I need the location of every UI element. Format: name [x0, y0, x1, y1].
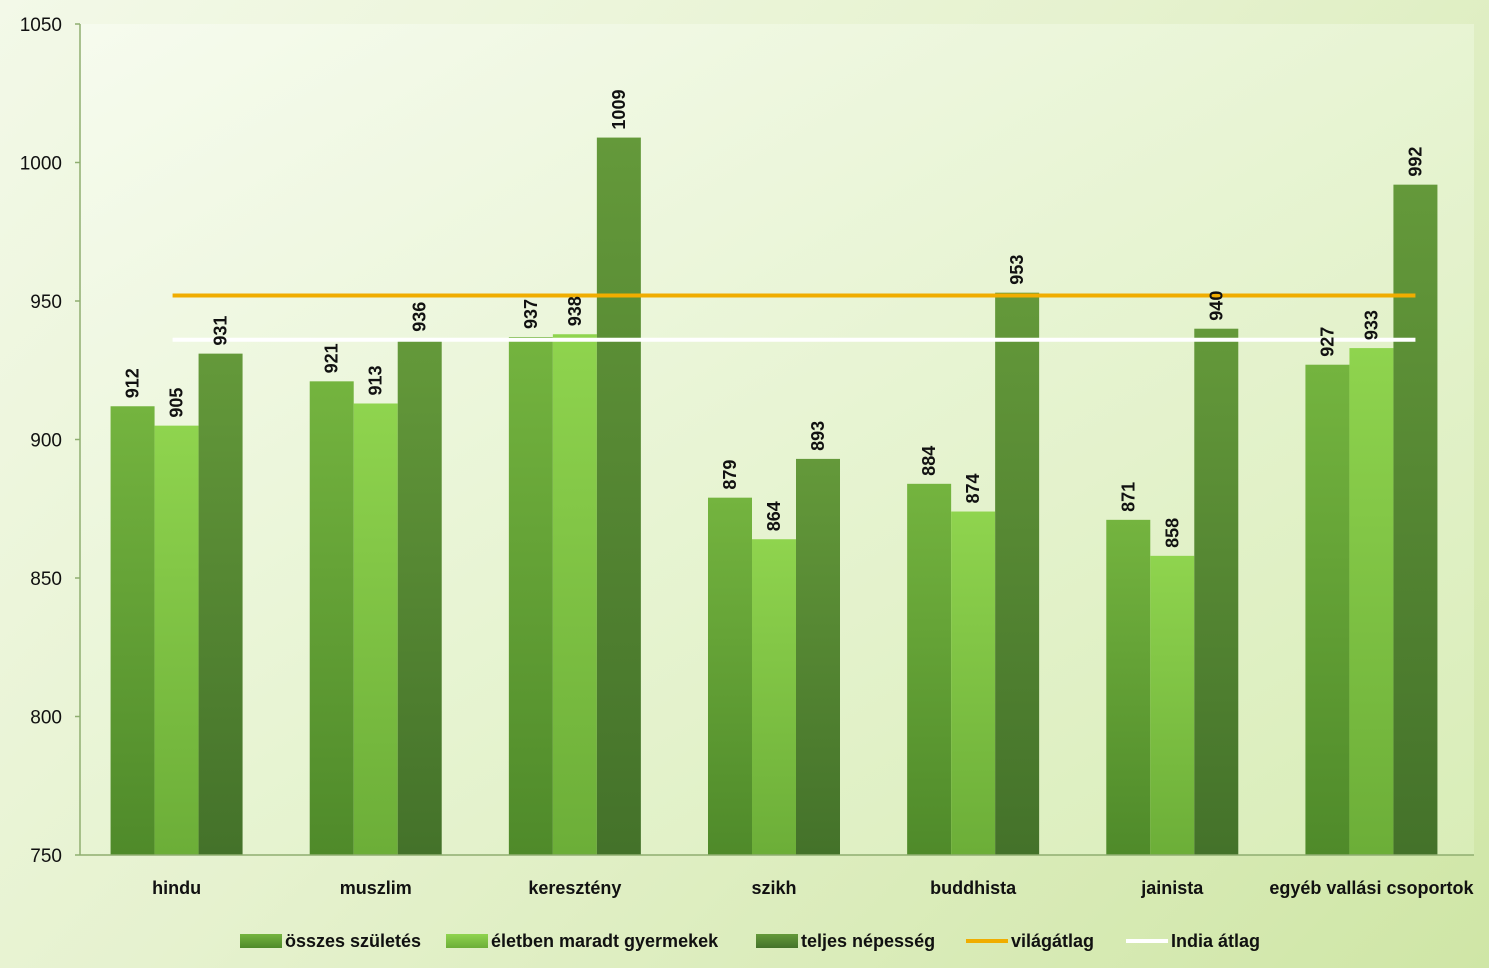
- bar-2-4: [752, 539, 796, 855]
- bar-1-5: [907, 483, 952, 855]
- x-tick-label: buddhista: [930, 878, 1017, 898]
- legend-swatch: [756, 934, 798, 948]
- bar-1-4: [708, 497, 752, 855]
- data-label: 936: [410, 302, 430, 332]
- y-tick-label: 1000: [20, 154, 62, 175]
- data-label: 937: [521, 299, 541, 329]
- data-label: 913: [366, 365, 386, 395]
- x-tick-label: jainista: [1140, 878, 1204, 898]
- legend-label: India átlag: [1171, 931, 1260, 951]
- bar-3-1: [198, 353, 243, 855]
- bar-1-1: [110, 406, 155, 855]
- data-label: 893: [808, 421, 828, 451]
- data-label: 874: [963, 473, 983, 503]
- bar-3-5: [995, 292, 1040, 855]
- x-tick-label: egyéb vallási csoportok: [1269, 878, 1474, 898]
- y-tick-label: 1050: [20, 15, 62, 36]
- data-label: 940: [1206, 291, 1226, 321]
- data-label: 912: [123, 368, 143, 398]
- data-label: 931: [211, 316, 231, 346]
- bar-3-6: [1194, 328, 1239, 855]
- data-label: 921: [322, 343, 342, 373]
- legend-swatch: [240, 934, 282, 948]
- data-label: 858: [1162, 518, 1182, 548]
- legend-label: életben maradt gyermekek: [491, 931, 719, 951]
- x-tick-label: keresztény: [528, 878, 621, 898]
- data-label: 864: [764, 501, 784, 531]
- bar-2-6: [1150, 555, 1195, 855]
- bar-1-3: [508, 337, 553, 855]
- bar-2-1: [154, 425, 199, 855]
- bar-3-7: [1393, 184, 1438, 855]
- bar-1-6: [1106, 519, 1151, 855]
- legend-label: összes születés: [285, 931, 421, 951]
- bar-2-3: [552, 334, 597, 855]
- y-tick-label: 800: [30, 708, 62, 729]
- x-tick-label: hindu: [152, 878, 201, 898]
- bar-1-2: [309, 381, 354, 855]
- data-label: 1009: [609, 90, 629, 130]
- data-label: 953: [1007, 255, 1027, 285]
- bar-3-4: [796, 458, 840, 855]
- data-label: 933: [1361, 310, 1381, 340]
- legend-label: teljes népesség: [801, 931, 935, 951]
- data-label: 884: [919, 446, 939, 476]
- legend-label: világátlag: [1011, 931, 1094, 951]
- x-tick-label: muszlim: [340, 878, 412, 898]
- bar-2-5: [951, 511, 996, 855]
- legend-swatch: [446, 934, 488, 948]
- data-label: 927: [1317, 327, 1337, 357]
- bar-2-7: [1349, 348, 1394, 855]
- y-tick-label: 950: [30, 292, 62, 313]
- bar-3-2: [397, 339, 442, 855]
- x-tick-label: szikh: [751, 878, 796, 898]
- data-label: 992: [1405, 147, 1425, 177]
- bar-1-7: [1305, 364, 1350, 855]
- bar-2-2: [353, 403, 398, 855]
- data-label: 938: [565, 296, 585, 326]
- data-label: 905: [167, 388, 187, 418]
- y-tick-label: 900: [30, 431, 62, 452]
- y-tick-label: 850: [30, 569, 62, 590]
- y-tick-label: 750: [30, 846, 62, 867]
- data-label: 879: [720, 460, 740, 490]
- data-label: 871: [1118, 482, 1138, 512]
- bar-3-3: [596, 137, 641, 855]
